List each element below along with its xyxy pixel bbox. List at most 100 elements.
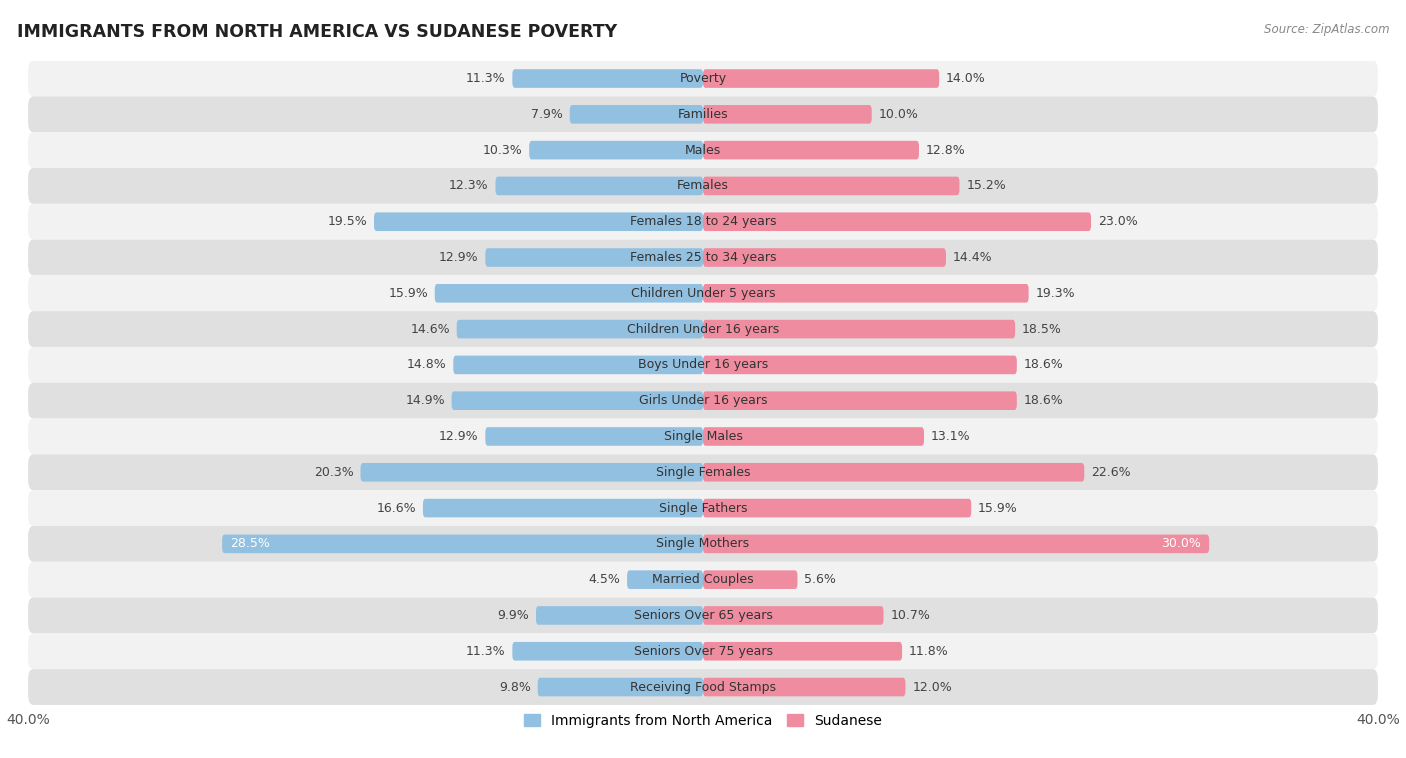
FancyBboxPatch shape xyxy=(360,463,703,481)
FancyBboxPatch shape xyxy=(28,634,1378,669)
FancyBboxPatch shape xyxy=(222,534,703,553)
Text: Seniors Over 75 years: Seniors Over 75 years xyxy=(634,645,772,658)
FancyBboxPatch shape xyxy=(28,204,1378,240)
Text: 14.4%: 14.4% xyxy=(953,251,993,264)
FancyBboxPatch shape xyxy=(703,320,1015,338)
FancyBboxPatch shape xyxy=(703,105,872,124)
Text: Single Females: Single Females xyxy=(655,465,751,479)
Text: Seniors Over 65 years: Seniors Over 65 years xyxy=(634,609,772,622)
Text: IMMIGRANTS FROM NORTH AMERICA VS SUDANESE POVERTY: IMMIGRANTS FROM NORTH AMERICA VS SUDANES… xyxy=(17,23,617,41)
FancyBboxPatch shape xyxy=(28,562,1378,597)
FancyBboxPatch shape xyxy=(28,132,1378,168)
Text: Single Mothers: Single Mothers xyxy=(657,537,749,550)
Text: 11.8%: 11.8% xyxy=(908,645,949,658)
FancyBboxPatch shape xyxy=(569,105,703,124)
Text: Source: ZipAtlas.com: Source: ZipAtlas.com xyxy=(1264,23,1389,36)
Text: Boys Under 16 years: Boys Under 16 years xyxy=(638,359,768,371)
Text: 12.9%: 12.9% xyxy=(439,251,478,264)
FancyBboxPatch shape xyxy=(703,212,1091,231)
FancyBboxPatch shape xyxy=(28,490,1378,526)
Text: Girls Under 16 years: Girls Under 16 years xyxy=(638,394,768,407)
FancyBboxPatch shape xyxy=(703,284,1029,302)
Text: 10.3%: 10.3% xyxy=(482,143,523,157)
FancyBboxPatch shape xyxy=(28,597,1378,634)
FancyBboxPatch shape xyxy=(703,391,1017,410)
Text: Receiving Food Stamps: Receiving Food Stamps xyxy=(630,681,776,694)
FancyBboxPatch shape xyxy=(512,642,703,660)
FancyBboxPatch shape xyxy=(28,240,1378,275)
FancyBboxPatch shape xyxy=(28,669,1378,705)
FancyBboxPatch shape xyxy=(512,69,703,88)
FancyBboxPatch shape xyxy=(28,312,1378,347)
Text: 12.3%: 12.3% xyxy=(449,180,489,193)
Text: Males: Males xyxy=(685,143,721,157)
Text: 18.6%: 18.6% xyxy=(1024,359,1063,371)
Text: 11.3%: 11.3% xyxy=(465,72,506,85)
Text: 19.5%: 19.5% xyxy=(328,215,367,228)
FancyBboxPatch shape xyxy=(627,570,703,589)
Text: 18.6%: 18.6% xyxy=(1024,394,1063,407)
Text: 10.0%: 10.0% xyxy=(879,108,918,121)
Text: 23.0%: 23.0% xyxy=(1098,215,1137,228)
Text: Females 18 to 24 years: Females 18 to 24 years xyxy=(630,215,776,228)
FancyBboxPatch shape xyxy=(703,428,924,446)
Text: 10.7%: 10.7% xyxy=(890,609,931,622)
Text: 12.9%: 12.9% xyxy=(439,430,478,443)
Text: 14.6%: 14.6% xyxy=(411,323,450,336)
Text: 14.0%: 14.0% xyxy=(946,72,986,85)
Text: 15.9%: 15.9% xyxy=(388,287,427,300)
Text: 9.9%: 9.9% xyxy=(498,609,529,622)
FancyBboxPatch shape xyxy=(28,168,1378,204)
FancyBboxPatch shape xyxy=(537,678,703,697)
Text: 15.9%: 15.9% xyxy=(979,502,1018,515)
FancyBboxPatch shape xyxy=(485,428,703,446)
Legend: Immigrants from North America, Sudanese: Immigrants from North America, Sudanese xyxy=(517,708,889,734)
Text: 20.3%: 20.3% xyxy=(314,465,354,479)
FancyBboxPatch shape xyxy=(536,606,703,625)
Text: Females 25 to 34 years: Females 25 to 34 years xyxy=(630,251,776,264)
FancyBboxPatch shape xyxy=(28,347,1378,383)
FancyBboxPatch shape xyxy=(457,320,703,338)
Text: 12.8%: 12.8% xyxy=(925,143,966,157)
Text: 13.1%: 13.1% xyxy=(931,430,970,443)
FancyBboxPatch shape xyxy=(703,534,1209,553)
FancyBboxPatch shape xyxy=(434,284,703,302)
Text: 4.5%: 4.5% xyxy=(589,573,620,586)
FancyBboxPatch shape xyxy=(529,141,703,159)
FancyBboxPatch shape xyxy=(28,526,1378,562)
Text: 12.0%: 12.0% xyxy=(912,681,952,694)
Text: Females: Females xyxy=(678,180,728,193)
FancyBboxPatch shape xyxy=(28,383,1378,418)
Text: 28.5%: 28.5% xyxy=(231,537,270,550)
Text: Single Fathers: Single Fathers xyxy=(659,502,747,515)
Text: 7.9%: 7.9% xyxy=(531,108,562,121)
Text: 15.2%: 15.2% xyxy=(966,180,1005,193)
FancyBboxPatch shape xyxy=(28,454,1378,490)
Text: 18.5%: 18.5% xyxy=(1022,323,1062,336)
Text: Children Under 5 years: Children Under 5 years xyxy=(631,287,775,300)
Text: Poverty: Poverty xyxy=(679,72,727,85)
Text: Children Under 16 years: Children Under 16 years xyxy=(627,323,779,336)
FancyBboxPatch shape xyxy=(451,391,703,410)
FancyBboxPatch shape xyxy=(703,499,972,518)
FancyBboxPatch shape xyxy=(703,141,920,159)
FancyBboxPatch shape xyxy=(495,177,703,196)
Text: 5.6%: 5.6% xyxy=(804,573,837,586)
FancyBboxPatch shape xyxy=(703,606,883,625)
Text: 14.8%: 14.8% xyxy=(406,359,447,371)
Text: 9.8%: 9.8% xyxy=(499,681,531,694)
FancyBboxPatch shape xyxy=(703,678,905,697)
FancyBboxPatch shape xyxy=(703,69,939,88)
FancyBboxPatch shape xyxy=(703,463,1084,481)
FancyBboxPatch shape xyxy=(28,61,1378,96)
FancyBboxPatch shape xyxy=(28,418,1378,454)
FancyBboxPatch shape xyxy=(453,356,703,374)
FancyBboxPatch shape xyxy=(28,275,1378,312)
Text: Single Males: Single Males xyxy=(664,430,742,443)
FancyBboxPatch shape xyxy=(423,499,703,518)
FancyBboxPatch shape xyxy=(485,248,703,267)
FancyBboxPatch shape xyxy=(703,356,1017,374)
FancyBboxPatch shape xyxy=(374,212,703,231)
Text: 14.9%: 14.9% xyxy=(405,394,444,407)
Text: 22.6%: 22.6% xyxy=(1091,465,1130,479)
